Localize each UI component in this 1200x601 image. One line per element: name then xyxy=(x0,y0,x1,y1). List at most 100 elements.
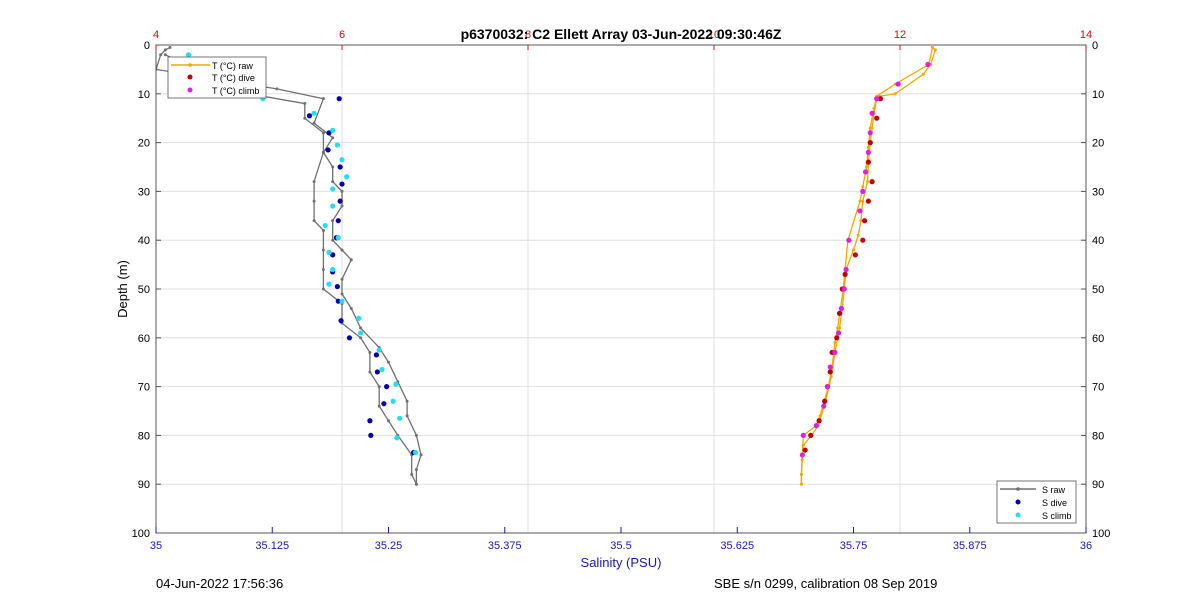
s-climb-point xyxy=(339,157,345,163)
s-raw-vertex xyxy=(359,326,363,330)
s-climb-point xyxy=(390,398,396,404)
s-climb-point xyxy=(330,186,336,192)
t-climb-point xyxy=(827,364,833,370)
s-climb-point xyxy=(330,266,336,273)
y-tick-label-right: 80 xyxy=(1092,430,1104,442)
t-climb-point xyxy=(862,169,869,175)
t-climb-point xyxy=(824,384,831,390)
s-raw-vertex xyxy=(321,287,325,291)
s-climb-point xyxy=(379,366,385,373)
s-climb-point xyxy=(334,142,340,148)
y-tick-label-left: 80 xyxy=(138,430,150,442)
t-climb-point xyxy=(800,432,806,438)
t-climb-point xyxy=(832,349,838,356)
s-dive-point xyxy=(335,218,341,224)
t-climb-point xyxy=(813,423,819,429)
legend-s-climb-label: S climb xyxy=(1042,511,1072,521)
s-raw-vertex xyxy=(414,433,418,437)
s-dive-point xyxy=(326,130,332,136)
s-raw-vertex xyxy=(340,292,344,296)
t-climb-point xyxy=(836,330,842,336)
s-climb-point xyxy=(356,315,362,321)
s-dive-point xyxy=(373,352,380,358)
s-raw-vertex xyxy=(331,165,335,169)
y-tick-label-right: 0 xyxy=(1092,40,1098,52)
s-raw-vertex xyxy=(331,136,335,140)
legend-t-raw-marker xyxy=(188,63,192,67)
y-tick-label-right: 20 xyxy=(1092,138,1104,150)
s-dive-point xyxy=(338,318,344,324)
s-dive-point xyxy=(368,432,374,438)
footer-timestamp: 04-Jun-2022 17:56:36 xyxy=(156,576,284,591)
t-raw-vertex xyxy=(861,185,865,189)
t-raw-vertex xyxy=(799,482,803,486)
t-raw-vertex xyxy=(921,72,925,76)
t-raw-vertex xyxy=(931,45,935,49)
s-raw-vertex xyxy=(340,277,344,281)
s-climb-point xyxy=(393,381,399,387)
axes: 0 0 10 10 20 20 30 30 40 40 50 50 60 60 70 70 80 80 90 90 10… xyxy=(132,29,1111,552)
s-dive-point xyxy=(330,252,336,258)
y-tick-label-left: 30 xyxy=(138,186,150,198)
top-tick-label: 8 xyxy=(525,29,531,41)
t-climb-point xyxy=(846,237,852,243)
chart-title: p6370032: C2 Ellett Array 03-Jun-2022 09… xyxy=(461,26,782,42)
y-tick-label-right: 50 xyxy=(1092,284,1104,296)
s-climb-point xyxy=(326,281,332,287)
legend-t-raw-label: T (°C) raw xyxy=(212,61,253,71)
bottom-tick-label: 35 xyxy=(150,540,162,552)
t-dive-point xyxy=(808,432,814,438)
t-climb-point xyxy=(841,286,847,292)
s-raw-vertex xyxy=(340,189,344,193)
t-dive-point xyxy=(869,179,875,185)
top-tick-label: 4 xyxy=(153,29,159,41)
s-raw-vertex xyxy=(312,121,316,125)
t-dive-point xyxy=(862,218,868,224)
s-climb-point xyxy=(397,415,403,421)
t-raw-vertex xyxy=(858,199,862,203)
s-raw-vertex xyxy=(163,48,167,52)
t-raw-vertex xyxy=(856,233,860,237)
y-tick-label-right: 100 xyxy=(1092,528,1110,540)
series-group xyxy=(156,45,937,486)
s-raw-vertex xyxy=(321,248,325,252)
s-raw-vertex xyxy=(321,150,325,154)
s-dive-point xyxy=(335,298,341,304)
s-dive-point xyxy=(306,113,313,119)
s-climb-point xyxy=(326,249,332,255)
s-raw-line xyxy=(156,46,422,485)
s-raw-vertex xyxy=(414,482,418,486)
s-dive-point xyxy=(367,418,373,424)
t-dive-point xyxy=(874,115,880,121)
y-tick-label-right: 70 xyxy=(1092,382,1104,394)
bottom-tick-label: 35.625 xyxy=(720,540,754,552)
y-tick-label-right: 10 xyxy=(1092,89,1104,101)
t-dive-point xyxy=(834,335,840,341)
s-dive-point xyxy=(336,96,342,102)
bottom-tick-label: 35.5 xyxy=(610,540,631,552)
s-raw-vertex xyxy=(414,468,418,472)
s-climb-point xyxy=(376,347,382,353)
salinity-legend-box xyxy=(996,480,1077,524)
s-dive-point xyxy=(339,181,345,187)
y-tick-label-right: 40 xyxy=(1092,235,1104,247)
y-tick-label-right: 90 xyxy=(1092,479,1104,491)
t-climb-point xyxy=(874,96,880,102)
s-raw-vertex xyxy=(340,204,344,208)
legend-t-climb-marker xyxy=(187,87,193,93)
s-raw-vertex xyxy=(405,414,409,418)
s-dive-point xyxy=(384,384,390,390)
s-raw-vertex xyxy=(312,180,316,184)
s-raw-vertex xyxy=(340,248,344,252)
t-climb-point xyxy=(895,81,901,87)
s-raw-vertex xyxy=(377,385,381,389)
t-dive-point xyxy=(842,271,848,277)
t-dive-point xyxy=(877,96,884,102)
s-raw-vertex xyxy=(387,360,390,364)
s-raw-vertex xyxy=(359,336,363,340)
y-tick-label-left: 100 xyxy=(132,528,150,540)
top-tick-label: 10 xyxy=(708,29,720,41)
s-climb-point xyxy=(330,127,336,133)
t-raw-vertex xyxy=(852,248,855,252)
